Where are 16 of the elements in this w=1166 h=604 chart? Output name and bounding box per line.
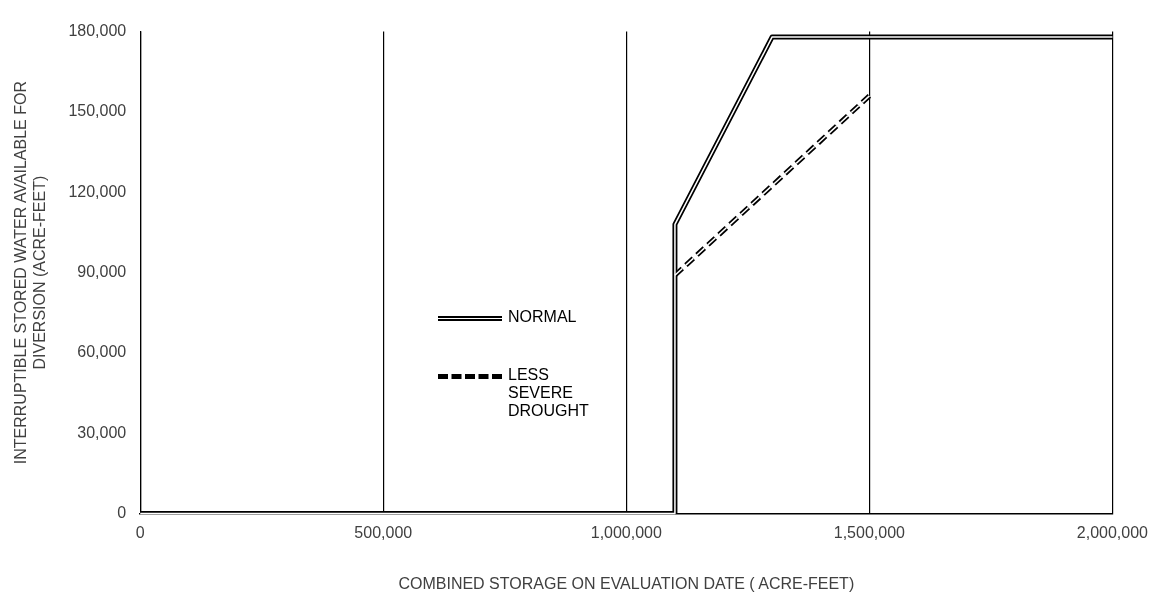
y-tick-label: 90,000: [77, 263, 127, 281]
x-tick-label: 0: [135, 523, 145, 541]
y-tick-label: 180,000: [68, 22, 127, 40]
y-tick-label: 120,000: [68, 182, 127, 200]
x-tick-label: 2,000,000: [1076, 523, 1149, 541]
x-tick-label: 500,000: [354, 523, 413, 541]
y-tick-label: 150,000: [68, 102, 127, 120]
y-tick-label: 30,000: [77, 423, 127, 441]
legend-label: LESS SEVERE DROUGHT: [508, 366, 590, 420]
y-tick-label: 0: [117, 504, 127, 522]
x-tick-label: 1,000,000: [590, 523, 663, 541]
y-axis-title: INTERRUPTIBLE STORED WATER AVAILABLE FOR DIVERSION (ACRE-FEET): [12, 81, 49, 465]
y-tick-label: 60,000: [77, 343, 127, 361]
legend-label: NORMAL: [508, 308, 578, 326]
x-tick-label: 1,500,000: [833, 523, 906, 541]
x-axis-title: COMBINED STORAGE ON EVALUATION DATE ( ACRE-FEET): [398, 574, 855, 592]
